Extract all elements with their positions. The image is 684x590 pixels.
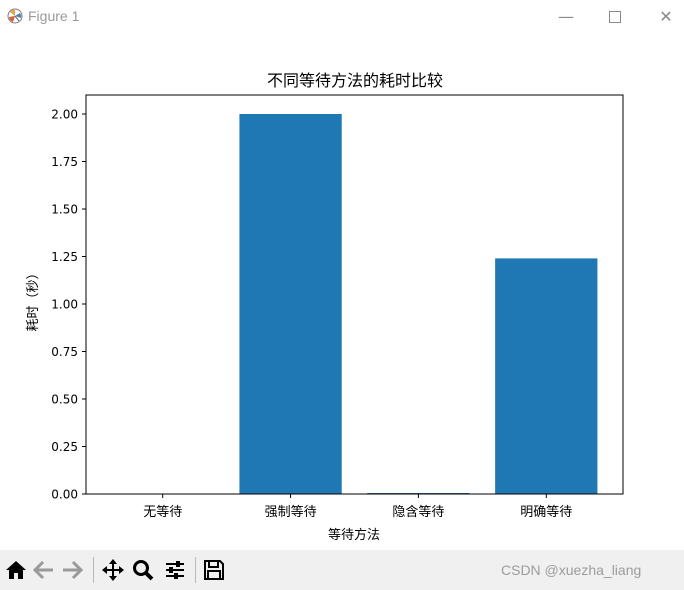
zoom-icon	[133, 560, 154, 581]
toolbar-separator	[195, 557, 196, 583]
y-axis-label: 耗时（秒）	[26, 266, 41, 331]
y-tick-label: 1.50	[51, 203, 78, 217]
save-icon	[204, 560, 224, 580]
y-tick-label: 1.00	[51, 298, 78, 312]
bar-1	[239, 114, 342, 494]
home-icon	[6, 561, 26, 579]
y-tick-label: 2.00	[51, 108, 78, 122]
home-button[interactable]	[4, 558, 28, 582]
forward-arrow-icon	[63, 560, 84, 580]
figure-canvas[interactable]: 不同等待方法的耗时比较 0.00 0.25 0.50 0.75 1.00 1.25 1.50…	[0, 34, 684, 550]
y-tick-label: 0.50	[51, 393, 78, 407]
configure-subplots-icon	[166, 561, 184, 579]
close-icon: ✕	[659, 7, 673, 26]
axes-frame	[85, 94, 624, 495]
forward-button[interactable]	[60, 558, 84, 582]
navigation-toolbar: CSDN @xuezha_liang	[0, 550, 684, 590]
toolbar-separator	[93, 557, 94, 583]
x-tick-label: 隐含等待	[392, 504, 444, 520]
csdn-watermark: CSDN @xuezha_liang	[501, 562, 642, 578]
window-title: Figure 1	[28, 8, 80, 24]
close-button[interactable]: ✕	[652, 6, 680, 28]
maximize-icon	[609, 11, 621, 23]
maximize-button[interactable]	[601, 6, 629, 28]
x-axis-label: 等待方法	[328, 527, 380, 543]
back-arrow-icon	[32, 560, 53, 580]
pan-button[interactable]	[101, 558, 125, 582]
minimize-button[interactable]: —	[552, 6, 580, 28]
y-tick-label: 0.75	[51, 345, 78, 359]
y-tick-label: 0.25	[51, 440, 78, 454]
matplotlib-logo-icon	[7, 8, 23, 24]
x-tick-label: 强制等待	[265, 504, 317, 520]
y-tick-label: 1.75	[51, 155, 78, 169]
bar-chart: 不同等待方法的耗时比较 0.00 0.25 0.50 0.75 1.00 1.25 1.50…	[26, 71, 624, 543]
bar-3	[495, 258, 598, 494]
y-tick-label: 0.00	[51, 488, 78, 502]
pan-icon	[102, 559, 124, 581]
window-titlebar: Figure 1 — ✕	[0, 0, 684, 34]
chart-title: 不同等待方法的耗时比较	[267, 71, 443, 90]
zoom-button[interactable]	[131, 558, 155, 582]
y-tick-label: 1.25	[51, 250, 78, 264]
x-tick-label: 明确等待	[520, 504, 572, 520]
configure-subplots-button[interactable]	[163, 558, 187, 582]
save-button[interactable]	[202, 558, 226, 582]
minimize-icon: —	[558, 7, 574, 26]
back-button[interactable]	[32, 558, 56, 582]
x-tick-label: 无等待	[143, 504, 182, 520]
